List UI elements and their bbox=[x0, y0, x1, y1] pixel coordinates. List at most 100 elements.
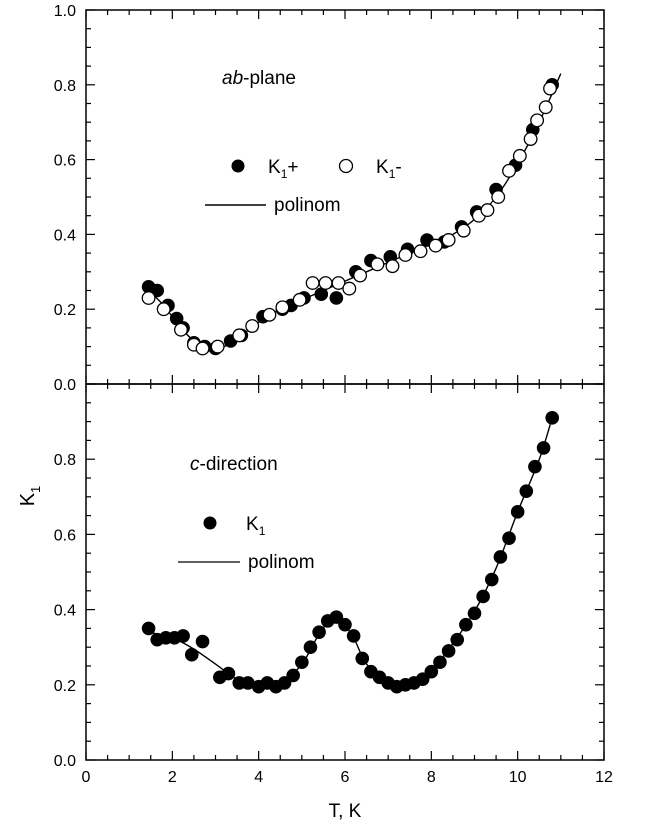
x-tick-label: 2 bbox=[168, 769, 177, 786]
top-open-point bbox=[305, 276, 320, 290]
top-open-point bbox=[491, 190, 506, 204]
top-legend: K1+ K1- polinom bbox=[205, 157, 402, 216]
top-markers bbox=[141, 78, 560, 356]
top-annotation: ab-plane bbox=[222, 68, 296, 89]
top-open-point bbox=[502, 163, 516, 178]
y-tick-label: 0.6 bbox=[54, 527, 76, 544]
bottom-filled-point bbox=[221, 666, 236, 681]
x-axis-label: T, K bbox=[329, 801, 362, 822]
bottom-filled-point bbox=[338, 617, 352, 632]
bottom-filled-point bbox=[286, 668, 301, 683]
bottom-filled-point bbox=[433, 655, 447, 670]
top-open-point bbox=[480, 203, 495, 218]
bottom-filled-point bbox=[415, 672, 430, 686]
bottom-filled-point bbox=[424, 664, 439, 679]
bottom-filled-point bbox=[528, 459, 542, 474]
top-open-point bbox=[441, 233, 456, 247]
x-tick-label: 0 bbox=[82, 769, 91, 786]
top-open-point bbox=[428, 238, 443, 253]
bottom-annotation: c-direction bbox=[190, 454, 278, 475]
x-tick-label: 10 bbox=[509, 769, 527, 786]
panel-c-direction: 0 2 4 6 8 10 12 0.0 0.2 0.4 0.6 0.8 c-direction K1 … bbox=[54, 383, 613, 822]
top-filled-point bbox=[329, 291, 344, 305]
bottom-markers bbox=[141, 411, 560, 694]
y-axis-label: K1 bbox=[17, 486, 43, 507]
top-open-point bbox=[512, 148, 527, 163]
bottom-filled-point bbox=[519, 484, 534, 498]
y-tick-label: 0.0 bbox=[54, 753, 76, 770]
bottom-filled-point bbox=[141, 621, 156, 636]
top-open-point bbox=[292, 292, 307, 307]
top-open-point bbox=[174, 322, 188, 337]
top-open-point bbox=[456, 223, 471, 238]
y-tick-label: 0.2 bbox=[54, 302, 76, 319]
top-open-point bbox=[245, 319, 260, 333]
y-tick-label: 0.0 bbox=[54, 377, 76, 394]
top-axes-ticks: 0.0 0.2 0.4 0.6 0.8 1.0 bbox=[54, 3, 605, 394]
y-tick-label: 0.2 bbox=[54, 678, 76, 695]
top-open-point bbox=[275, 300, 290, 315]
y-tick-label: 0.8 bbox=[54, 78, 76, 95]
y-tick-label: 0.4 bbox=[54, 227, 76, 244]
panel-ab-plane: 0.0 0.2 0.4 0.6 0.8 1.0 ab-plane K1+ K1- poli… bbox=[54, 3, 605, 394]
top-curves bbox=[148, 73, 562, 350]
bottom-filled-point bbox=[277, 676, 292, 690]
bottom-filled-point bbox=[484, 572, 499, 587]
top-open-point bbox=[141, 291, 156, 305]
bottom-filled-point bbox=[303, 640, 318, 655]
bottom-filled-point bbox=[510, 505, 525, 519]
y-tick-label: 1.0 bbox=[54, 3, 76, 20]
top-open-point bbox=[262, 307, 277, 322]
top-open-point bbox=[398, 248, 413, 262]
legend-k1-minus-marker bbox=[338, 158, 354, 174]
top-plot-frame bbox=[85, 9, 605, 385]
legend-polinom-label-bottom: polinom bbox=[248, 552, 315, 573]
bottom-filled-point bbox=[441, 644, 456, 658]
bottom-plot-frame bbox=[85, 383, 605, 761]
bottom-filled-point bbox=[329, 610, 344, 624]
top-open-point bbox=[232, 328, 247, 343]
y-tick-label: 0.4 bbox=[54, 603, 76, 620]
legend-k1-plus-label: K1+ bbox=[268, 157, 298, 181]
x-tick-label: 4 bbox=[254, 769, 263, 786]
x-tick-label: 6 bbox=[341, 769, 350, 786]
top-filled-point bbox=[150, 283, 165, 298]
legend-k1-plus-marker bbox=[231, 159, 245, 173]
top-open-point bbox=[370, 257, 385, 272]
top-open-point bbox=[195, 341, 210, 356]
legend-k1-label: K1 bbox=[246, 514, 266, 538]
top-open-point bbox=[385, 259, 400, 274]
x-tick-label: 12 bbox=[595, 769, 613, 786]
bottom-filled-point bbox=[459, 617, 473, 632]
bottom-filled-point bbox=[295, 655, 309, 670]
bottom-axes-ticks: 0 2 4 6 8 10 12 0.0 0.2 0.4 0.6 0.8 bbox=[54, 383, 613, 786]
x-tick-label: 8 bbox=[427, 769, 436, 786]
bottom-legend: K1 polinom bbox=[178, 514, 315, 573]
top-open-point bbox=[342, 281, 357, 296]
top-open-point bbox=[523, 132, 538, 146]
top-open-point bbox=[318, 276, 333, 290]
legend-k1-minus-label: K1- bbox=[376, 157, 402, 181]
bottom-filled-point bbox=[467, 606, 482, 621]
top-open-point bbox=[543, 81, 557, 96]
bottom-filled-point bbox=[450, 632, 465, 647]
bottom-filled-point bbox=[476, 589, 490, 604]
top-open-point bbox=[156, 302, 171, 317]
top-open-point bbox=[353, 268, 368, 283]
top-open-point bbox=[331, 276, 346, 290]
bottom-filled-point bbox=[502, 531, 516, 545]
top-polinom-curve bbox=[148, 73, 562, 350]
legend-k1-marker bbox=[203, 516, 217, 530]
bottom-filled-point bbox=[536, 441, 551, 455]
top-open-point bbox=[538, 100, 553, 115]
y-tick-label: 0.6 bbox=[54, 153, 76, 170]
y-tick-label: 0.8 bbox=[54, 452, 76, 469]
legend-polinom-label: polinom bbox=[274, 195, 341, 216]
bottom-filled-point bbox=[312, 625, 326, 639]
bottom-filled-point bbox=[184, 647, 199, 662]
bottom-filled-point bbox=[545, 411, 560, 425]
bottom-filled-point bbox=[355, 651, 370, 666]
bottom-filled-point bbox=[346, 629, 361, 643]
bottom-filled-point bbox=[176, 629, 190, 643]
